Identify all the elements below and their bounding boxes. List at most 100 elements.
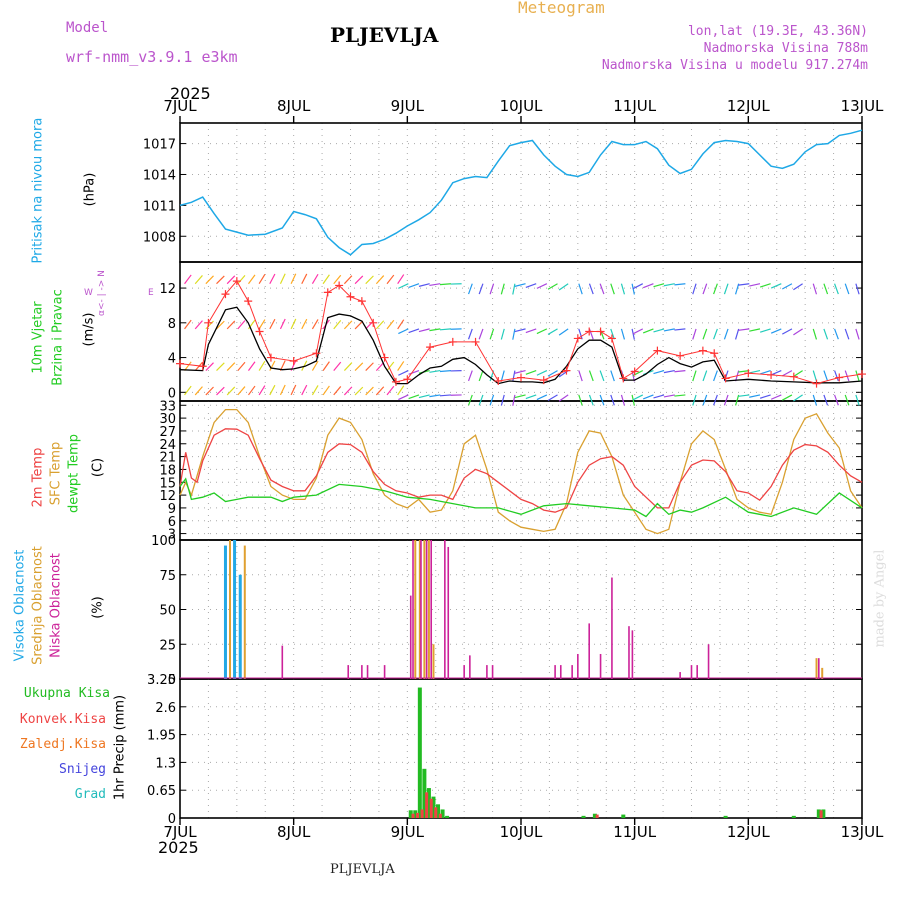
wind-arrow-icon: [749, 283, 761, 287]
precip-bar: [445, 815, 450, 818]
wind-arrow-icon: [525, 328, 537, 334]
x-tick-label-bottom: 9JUL: [391, 823, 425, 841]
x-tick-label-top: 10JUL: [500, 97, 543, 115]
wind-arrow-icon: [578, 394, 583, 406]
gust-marker: [607, 334, 616, 343]
legend-conv-rain: Konvek.Kisa: [19, 712, 106, 727]
wind-arrow-icon: [311, 385, 319, 396]
wind-arrow-icon: [620, 328, 626, 340]
wind-arrow-icon: [248, 385, 256, 396]
wind-arrow-icon: [429, 328, 441, 332]
cloud-bar: [414, 540, 417, 679]
wind-arrow-icon: [333, 274, 342, 285]
gust-marker: [630, 367, 639, 376]
cloud-bar: [243, 545, 246, 679]
wind-arrow-icon: [258, 385, 266, 396]
wind-arrow-icon: [386, 274, 395, 285]
gust-marker: [403, 375, 412, 384]
wind-arrow-icon: [418, 394, 430, 399]
precip-bar: [595, 814, 599, 818]
wind-arrow-icon: [354, 362, 364, 372]
wind-arrow-icon: [738, 328, 750, 331]
footer-station: PLJEVLJA: [330, 862, 395, 877]
wind-arrow-icon: [375, 275, 385, 285]
wind-arrow-icon: [333, 386, 342, 396]
wind-arrow-icon: [397, 385, 405, 396]
legend-snow: Snijeg: [59, 762, 106, 777]
wind-arrow-icon: [653, 370, 665, 375]
wind-arrow-icon: [514, 394, 526, 399]
dewpoint-line: [179, 477, 863, 518]
wind-arrow-icon: [723, 328, 729, 340]
x-tick-label-bottom: 10JUL: [500, 823, 543, 841]
gust-marker: [391, 377, 400, 386]
wind-arrow-icon: [599, 370, 605, 382]
y-tick-label: 3: [168, 528, 176, 543]
wind-arrow-icon: [653, 394, 665, 399]
wind-arrow-icon: [216, 275, 225, 285]
precip-bar: [791, 815, 796, 818]
wind-arrow-icon: [354, 275, 364, 285]
x-tick-label-top: 12JUL: [727, 97, 770, 115]
wind-arrow-icon: [812, 370, 818, 382]
wind-arrow-icon: [429, 283, 441, 287]
wind-arrow-icon: [489, 394, 495, 406]
y-tick-label: 24: [159, 438, 176, 453]
wind-arrow-icon: [269, 273, 276, 284]
cloud-bar: [425, 540, 428, 679]
wind-arrow-icon: [279, 273, 286, 284]
wind-arrow-icon: [354, 386, 364, 396]
wind-arrow-icon: [226, 320, 236, 330]
wind-arrow-icon: [713, 283, 718, 295]
wind-direction-compass-icon: α<- | -> N W E: [84, 258, 154, 328]
wind-arrow-icon: [702, 283, 708, 295]
wind-arrow-icon: [782, 370, 793, 377]
wind-arrow-icon: [844, 370, 850, 382]
wind-arrow-icon: [674, 328, 686, 331]
cloud-bar: [383, 665, 386, 679]
y-tick-label: 27: [159, 425, 176, 440]
wind-arrow-icon: [536, 283, 548, 289]
x-tick-label-bottom: 7JUL: [163, 823, 197, 841]
wind-arrow-icon: [588, 283, 594, 295]
wind-arrow-icon: [343, 386, 353, 396]
y-tick-label: 100: [151, 534, 176, 549]
wind-gust-line: [179, 280, 863, 385]
cloud-bar: [427, 540, 430, 679]
wind-arrow-icon: [674, 394, 686, 397]
wind-arrow-icon: [834, 328, 839, 340]
y-tick-label: 12: [159, 282, 176, 297]
wind-arrow-icon: [610, 283, 615, 295]
gust-marker: [289, 357, 298, 366]
x-tick-label-bottom: 12JUL: [727, 823, 770, 841]
compass-w-label: W: [84, 288, 93, 298]
gust-marker: [710, 349, 719, 358]
wind-arrow-icon: [749, 328, 761, 332]
model-name: wrf-nmm_v3.9.1 e3km: [66, 48, 238, 66]
wind-arrow-icon: [663, 394, 675, 398]
wind-arrow-icon: [734, 328, 740, 340]
wind-arrow-icon: [290, 384, 297, 396]
wind-arrow-icon: [301, 384, 308, 396]
cloud-bar: [628, 626, 630, 679]
wind-arrow-icon: [525, 394, 537, 400]
wind-arrow-icon: [793, 394, 803, 402]
wind-arrow-icon: [558, 328, 569, 336]
wind-arrow-icon: [738, 283, 750, 286]
precip-bar: [621, 814, 626, 818]
wind-arrow-icon: [770, 328, 782, 334]
precip-bar: [819, 810, 823, 818]
y-tick-label: 1011: [143, 199, 176, 214]
wind-arrow-icon: [216, 320, 225, 330]
wind-arrow-icon: [398, 328, 409, 335]
precip-bar: [416, 812, 420, 818]
wind-arrow-icon: [397, 319, 405, 330]
wind-arrow-icon: [322, 385, 330, 396]
wind-arrow-icon: [500, 370, 505, 382]
wind-arrow-icon: [610, 370, 615, 382]
wind-arrow-icon: [386, 319, 395, 330]
wind-arrow-icon: [547, 394, 558, 401]
wind-arrow-icon: [812, 328, 818, 340]
y-tick-label: 1014: [143, 168, 176, 183]
